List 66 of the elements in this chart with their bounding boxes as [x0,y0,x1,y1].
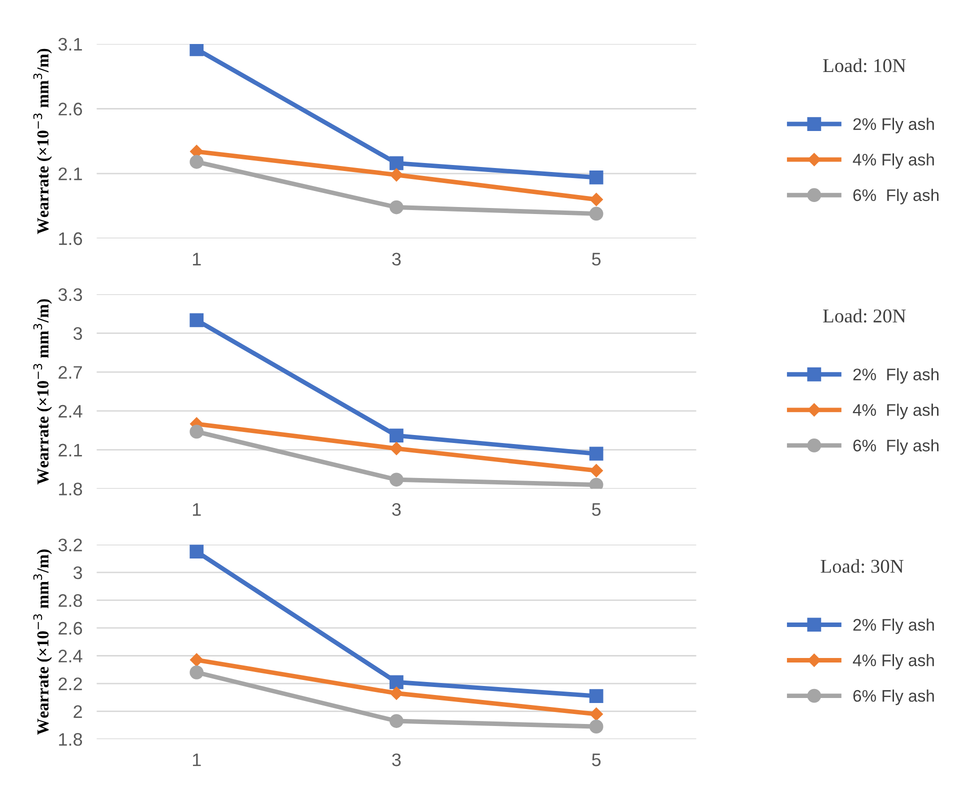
y-tick-label: 2.1 [58,167,82,180]
y-tick-label: 3 [73,327,82,340]
x-tick-label: 3 [392,503,401,516]
point [589,446,604,461]
y-tick-label: 2.1 [58,444,82,456]
point [190,424,204,439]
x-tick-label: 1 [192,503,201,516]
y-tick-label: 2 [74,705,82,718]
legend-label: 4% Fly ash [852,404,938,420]
point [590,707,603,721]
y-axis-title: Wearrate (×10$^{−3}$ mm$^{3}$/m) [33,299,52,484]
point [390,472,404,487]
legend-label: 2% Fly ash [853,118,934,134]
x-tick-label: 3 [392,252,401,266]
y-tick-label: 2.2 [58,677,82,690]
point [190,653,204,667]
point [589,689,604,703]
point [590,192,603,206]
point [390,686,404,700]
legend-label: 6% Fly ash [853,439,938,455]
y-tick-label: 2.4 [58,404,82,418]
y-tick-label: 2.8 [58,594,82,607]
point [589,720,604,734]
legend-label: 4% Fly ash [852,654,934,670]
point [190,44,204,56]
y-tick-label: 3.2 [58,538,82,552]
y-axis-title: Wearrate (×10$^{−3}$ mm$^{3}$/m) [33,48,52,234]
x-tick-label: 1 [192,252,201,266]
point [190,154,204,169]
point [190,313,204,328]
point [390,428,404,443]
y-tick-label: 1.8 [59,733,82,746]
y-tick-label: 2.7 [58,366,82,379]
point [390,442,404,456]
x-tick-label: 1 [192,754,201,766]
point [589,206,604,221]
y-tick-label: 3.3 [58,288,82,302]
legend-label: 6% Fly ash [853,188,938,204]
y-tick-label: 2.6 [58,102,82,116]
y-tick-label: 1.8 [59,482,82,496]
point [390,168,404,182]
legend-title: Load: 30N [820,559,904,573]
y-axis-title: Wearrate (×10$^{−3}$ mm$^{3}$/m) [33,550,52,735]
point [390,200,404,214]
legend-label: 6% Fly ash [853,690,934,706]
y-tick-label: 3.1 [58,38,82,51]
point [590,464,603,478]
x-tick-label: 5 [592,754,601,766]
point [190,665,204,680]
point [390,675,404,690]
x-tick-label: 3 [392,753,401,766]
point [589,170,604,184]
legend-label: 2% Fly ash [853,368,938,384]
point [390,714,404,728]
y-tick-label: 2.4 [58,650,82,662]
legend-label: 4% Fly ash [852,153,934,169]
point [190,544,204,559]
legend-label: 2% Fly ash [853,618,934,634]
y-tick-label: 1.6 [59,232,82,246]
x-tick-label: 5 [592,503,601,516]
point [390,156,404,170]
y-tick-label: 2.6 [58,622,82,635]
x-tick-label: 5 [592,252,601,266]
legend-title: Load: 20N [823,308,906,323]
legend-title: Load: 10N [823,58,906,72]
y-tick-label: 3 [73,566,82,580]
